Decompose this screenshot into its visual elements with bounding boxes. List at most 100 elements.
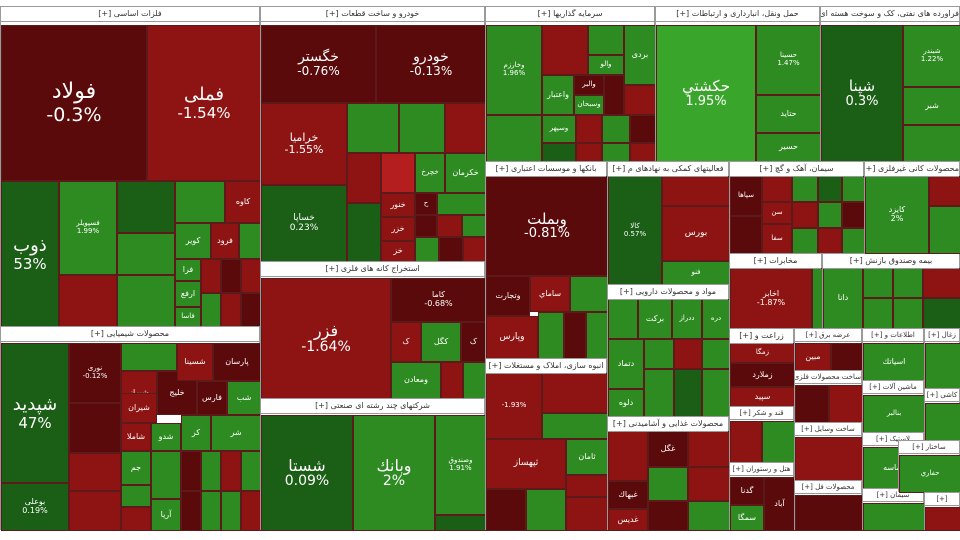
sector-header[interactable]: کاشی [+] <box>925 389 959 402</box>
stock-tile[interactable]: ارفع <box>175 281 201 307</box>
stock-tile[interactable]: کالا 0.57% <box>608 176 662 285</box>
stock-tile[interactable] <box>221 451 241 491</box>
stock-tile[interactable] <box>762 421 795 463</box>
stock-tile[interactable] <box>829 385 863 423</box>
sector-header[interactable]: زراعت و [+] <box>730 329 793 344</box>
stock-tile[interactable] <box>863 268 893 298</box>
stock-tile[interactable] <box>542 25 588 75</box>
stock-tile[interactable]: خچرخ <box>415 153 445 193</box>
stock-tile[interactable] <box>241 491 261 531</box>
stock-tile[interactable]: وصندوق 1.91% <box>435 415 486 515</box>
stock-tile[interactable] <box>662 176 730 206</box>
stock-tile[interactable]: شبندر 1.22% <box>903 25 960 87</box>
stock-tile[interactable]: ساماي <box>530 276 570 312</box>
stock-tile[interactable]: ک <box>391 322 421 362</box>
stock-tile[interactable] <box>576 143 602 162</box>
stock-tile[interactable] <box>925 507 960 531</box>
stock-tile[interactable] <box>347 103 399 153</box>
sector-header[interactable]: هتل و رستوران [+] <box>730 463 793 476</box>
stock-tile[interactable]: نوری -0.12% <box>69 343 121 403</box>
stock-tile[interactable] <box>630 115 656 143</box>
stock-tile[interactable]: کاوه <box>225 181 261 223</box>
stock-tile[interactable]: فنو <box>662 261 730 285</box>
stock-tile[interactable]: دتماد <box>608 339 644 389</box>
stock-tile[interactable] <box>566 475 608 497</box>
stock-tile[interactable] <box>648 501 688 531</box>
stock-tile[interactable]: فسپویلر 1.99% <box>59 181 117 275</box>
stock-tile[interactable] <box>564 312 586 359</box>
stock-tile[interactable] <box>69 403 121 453</box>
stock-tile[interactable] <box>842 176 865 202</box>
stock-tile[interactable]: کویر <box>175 223 211 259</box>
stock-tile[interactable] <box>602 115 630 143</box>
stock-tile[interactable]: خگستر -0.76% <box>261 25 376 103</box>
stock-tile[interactable] <box>117 181 175 233</box>
stock-tile[interactable] <box>201 491 221 531</box>
stock-tile[interactable] <box>608 299 638 339</box>
stock-tile[interactable] <box>688 431 730 467</box>
stock-tile[interactable] <box>688 501 730 531</box>
stock-tile[interactable] <box>542 143 576 162</box>
stock-tile[interactable]: شپنا 0.3% <box>821 25 903 162</box>
stock-tile[interactable]: وسبحان <box>574 95 604 115</box>
stock-tile[interactable]: ثامان <box>566 439 608 475</box>
stock-tile[interactable] <box>702 339 730 369</box>
stock-tile[interactable] <box>221 259 241 293</box>
stock-tile[interactable] <box>201 293 221 327</box>
stock-tile[interactable] <box>241 451 261 491</box>
stock-tile[interactable] <box>929 176 960 206</box>
stock-tile[interactable]: غگل <box>648 431 688 467</box>
stock-tile[interactable]: آباد <box>764 477 795 531</box>
stock-tile[interactable] <box>347 203 381 262</box>
stock-tile[interactable] <box>842 228 865 254</box>
stock-tile[interactable]: خكرمان <box>445 153 486 193</box>
stock-tile[interactable] <box>181 451 201 491</box>
stock-tile[interactable] <box>648 467 688 501</box>
stock-tile[interactable]: مبین <box>795 343 831 371</box>
stock-tile[interactable]: حسينا 1.47% <box>756 25 821 95</box>
stock-tile[interactable] <box>818 202 842 228</box>
stock-tile[interactable] <box>399 103 445 153</box>
stock-tile[interactable]: شیران <box>121 393 157 423</box>
stock-tile[interactable] <box>486 489 526 531</box>
stock-tile[interactable]: خز <box>381 241 415 262</box>
stock-tile[interactable] <box>201 259 221 293</box>
stock-tile[interactable]: سفا <box>762 224 792 254</box>
stock-tile[interactable]: فرا <box>175 259 201 281</box>
stock-tile[interactable] <box>175 181 225 223</box>
stock-tile[interactable]: وسپهر <box>542 115 576 143</box>
stock-tile[interactable] <box>586 312 608 359</box>
stock-tile[interactable] <box>644 339 674 369</box>
stock-tile[interactable] <box>795 495 863 531</box>
stock-tile[interactable] <box>241 293 261 327</box>
stock-tile[interactable]: وخارزم 1.96% <box>486 25 542 115</box>
stock-tile[interactable]: فارس <box>197 381 227 415</box>
stock-tile[interactable]: خزر <box>381 217 415 241</box>
stock-tile[interactable] <box>538 312 564 359</box>
stock-tile[interactable] <box>818 176 842 202</box>
stock-tile[interactable] <box>151 451 181 499</box>
stock-tile[interactable] <box>445 103 486 153</box>
stock-tile[interactable]: حفاري <box>899 455 960 493</box>
sector-header[interactable]: شرکتهای چند رشته ای صنعتی [+] <box>261 399 484 414</box>
stock-tile[interactable] <box>69 491 121 531</box>
stock-tile[interactable] <box>903 125 960 162</box>
sector-header[interactable]: فعالیتهای کمکی به نهادهای م [+] <box>608 162 728 177</box>
stock-tile[interactable] <box>792 228 818 254</box>
stock-tile[interactable] <box>463 237 486 262</box>
stock-tile[interactable] <box>441 362 463 399</box>
stock-tile[interactable]: زمگا <box>730 343 795 363</box>
sector-header[interactable]: خودرو و ساخت قطعات [+] <box>261 7 484 22</box>
sector-header[interactable]: سرمایه گذاریها [+] <box>486 7 654 22</box>
sector-header[interactable]: مواد و محصولات دارویی [+] <box>608 285 728 300</box>
stock-tile[interactable]: کر <box>181 415 211 451</box>
stock-tile[interactable]: دره <box>702 299 730 339</box>
stock-tile[interactable]: کگل <box>421 322 461 362</box>
stock-tile[interactable]: خنور <box>381 193 415 217</box>
sector-header[interactable]: بانکها و موسسات اعتباری [+] <box>486 162 606 177</box>
stock-tile[interactable] <box>59 275 117 327</box>
sector-header[interactable]: محصولات کانی غیرفلزی [+] <box>865 162 959 177</box>
stock-tile[interactable] <box>674 339 702 369</box>
sector-header[interactable]: حمل ونقل، انبارداری و ارتباطات [+] <box>656 7 819 22</box>
stock-tile[interactable] <box>604 75 624 115</box>
